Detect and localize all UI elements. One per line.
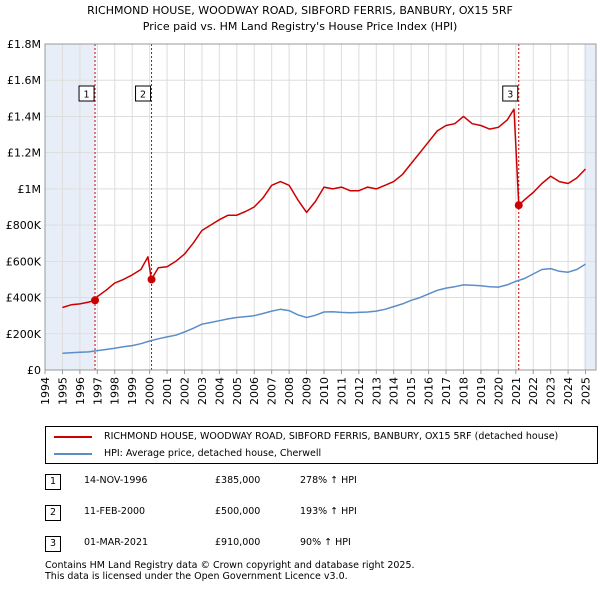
y-tick-label: £1.6M xyxy=(7,74,41,87)
legend-label-property: RICHMOND HOUSE, WOODWAY ROAD, SIBFORD FE… xyxy=(104,431,559,442)
legend-item-property: RICHMOND HOUSE, WOODWAY ROAD, SIBFORD FE… xyxy=(54,429,558,445)
legend-label-hpi: HPI: Average price, detached house, Cher… xyxy=(104,448,322,459)
x-tick-label: 1994 xyxy=(39,377,52,405)
sale-date: 14-NOV-1996 xyxy=(84,475,148,486)
x-tick-label: 2002 xyxy=(178,377,191,405)
chart-subtitle: Price paid vs. HM Land Registry's House … xyxy=(143,20,458,33)
legend-swatch-hpi xyxy=(54,452,92,455)
plot-frame xyxy=(44,43,597,371)
footer-copyright: Contains HM Land Registry data © Crown c… xyxy=(45,560,415,571)
sale-point xyxy=(514,201,523,210)
sale-marker-number: 2 xyxy=(45,505,61,521)
y-tick-label: £800K xyxy=(6,219,42,232)
sale-label-number: 1 xyxy=(84,90,90,101)
y-tick-label: £1.4M xyxy=(7,110,41,123)
sale-label-number: 3 xyxy=(507,90,513,101)
sale-hpi-change: 90% ↑ HPI xyxy=(300,537,351,548)
x-tick-label: 2018 xyxy=(457,377,470,405)
y-tick-label: £1.2M xyxy=(7,147,41,160)
sale-hpi-change: 193% ↑ HPI xyxy=(300,506,357,517)
sale-label-box xyxy=(135,85,152,102)
y-tick-label: £1.8M xyxy=(7,38,41,51)
x-tick-label: 2003 xyxy=(196,377,209,405)
series-line xyxy=(62,108,587,309)
x-tick-label: 2012 xyxy=(353,377,366,405)
table-row: 3 01-MAR-2021 £910,000 90% ↑ HPI xyxy=(45,536,445,556)
legend-item-hpi: HPI: Average price, detached house, Cher… xyxy=(54,446,321,462)
x-tick-label: 2015 xyxy=(405,377,418,405)
table-row: 1 14-NOV-1996 £385,000 278% ↑ HPI xyxy=(45,474,445,494)
sale-price: £910,000 xyxy=(215,537,261,548)
price-chart: RICHMOND HOUSE, WOODWAY ROAD, SIBFORD FE… xyxy=(6,4,597,405)
x-tick-label: 2025 xyxy=(580,377,593,405)
x-tick-label: 2009 xyxy=(301,377,314,405)
y-tick-label: £1M xyxy=(18,183,42,196)
x-tick-label: 2000 xyxy=(144,377,157,405)
x-tick-label: 2016 xyxy=(423,377,436,405)
x-tick-label: 2006 xyxy=(248,377,261,405)
sale-point xyxy=(91,296,100,305)
x-tick-label: 2021 xyxy=(510,377,523,405)
footer: Contains HM Land Registry data © Crown c… xyxy=(45,560,415,582)
x-tick-label: 2019 xyxy=(475,377,488,405)
x-tick-label: 2013 xyxy=(370,377,383,405)
x-tick-label: 2020 xyxy=(492,377,505,405)
footer-licence: This data is licensed under the Open Gov… xyxy=(45,570,348,582)
sale-price: £500,000 xyxy=(215,506,261,517)
shaded-region xyxy=(583,44,596,370)
sale-marker-number: 3 xyxy=(45,536,61,552)
chart-title: RICHMOND HOUSE, WOODWAY ROAD, SIBFORD FE… xyxy=(87,4,513,17)
series-line xyxy=(62,263,586,354)
x-tick-label: 1996 xyxy=(74,377,87,405)
x-tick-label: 2014 xyxy=(388,377,401,405)
x-tick-label: 2011 xyxy=(335,377,348,405)
sale-label-box xyxy=(502,85,519,102)
y-tick-label: £600K xyxy=(6,255,42,268)
sale-hpi-change: 278% ↑ HPI xyxy=(300,475,357,486)
sale-marker-number: 1 xyxy=(45,474,61,490)
table-row: 2 11-FEB-2000 £500,000 193% ↑ HPI xyxy=(45,505,445,525)
sale-price: £385,000 xyxy=(215,475,261,486)
legend-swatch-property xyxy=(54,435,92,438)
x-tick-label: 2008 xyxy=(283,377,296,405)
x-tick-label: 2017 xyxy=(440,377,453,405)
x-tick-label: 1997 xyxy=(91,377,104,405)
sale-label-number: 2 xyxy=(140,90,146,101)
y-tick-label: £0 xyxy=(27,364,41,377)
sale-label-box xyxy=(78,85,95,102)
sale-point xyxy=(147,275,156,284)
x-tick-label: 1998 xyxy=(109,377,122,405)
x-tick-label: 2023 xyxy=(545,377,558,405)
sale-date: 11-FEB-2000 xyxy=(84,506,146,517)
x-tick-label: 2024 xyxy=(562,377,575,405)
y-tick-label: £400K xyxy=(6,292,42,305)
y-tick-label: £200K xyxy=(6,328,42,341)
x-tick-label: 2001 xyxy=(161,377,174,405)
x-tick-label: 2010 xyxy=(318,377,331,405)
x-tick-label: 2004 xyxy=(213,377,226,405)
x-tick-label: 1995 xyxy=(56,377,69,405)
x-tick-label: 2022 xyxy=(527,377,540,405)
legend: RICHMOND HOUSE, WOODWAY ROAD, SIBFORD FE… xyxy=(45,426,598,464)
x-tick-label: 1999 xyxy=(126,377,139,405)
x-tick-label: 2005 xyxy=(231,377,244,405)
x-tick-label: 2007 xyxy=(266,377,279,405)
sale-date: 01-MAR-2021 xyxy=(84,537,149,548)
